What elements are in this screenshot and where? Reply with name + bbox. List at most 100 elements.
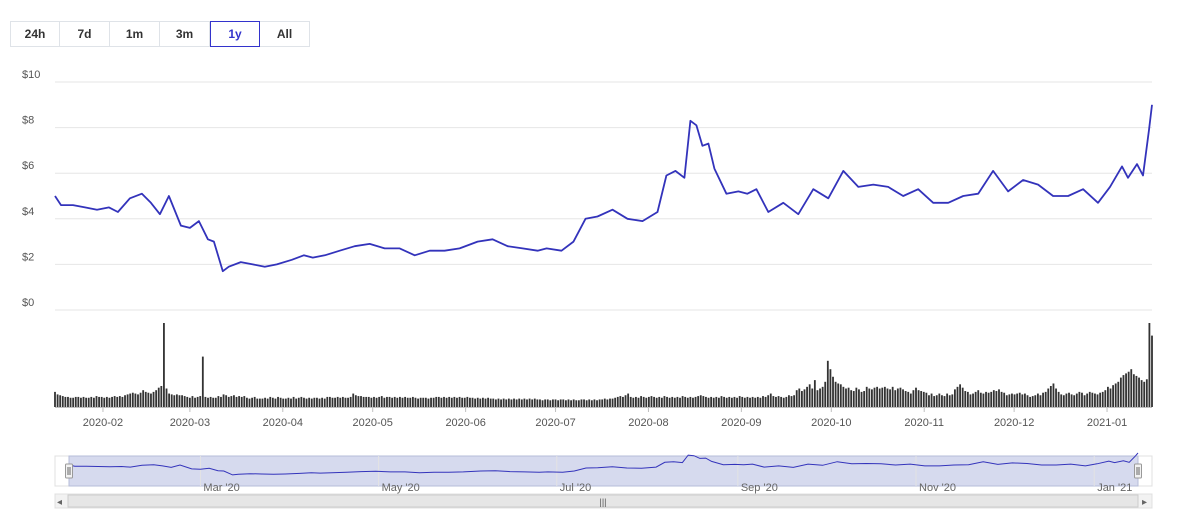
volume-bar xyxy=(64,396,67,407)
volume-bar xyxy=(435,396,438,407)
y-tick-label: $6 xyxy=(22,160,34,172)
volume-bar xyxy=(427,398,430,407)
volume-bar xyxy=(1049,386,1052,407)
volume-bar xyxy=(679,397,681,407)
volume-bar xyxy=(386,396,388,407)
volume-bar xyxy=(692,397,694,407)
volume-bar xyxy=(775,396,777,407)
volume-bar xyxy=(718,397,720,407)
volume-bar xyxy=(946,393,949,407)
volume-bar xyxy=(868,388,871,407)
volume-bar xyxy=(1000,391,1003,407)
volume-bar xyxy=(1094,393,1096,407)
scroll-right-arrow-icon[interactable]: ▸ xyxy=(1142,497,1147,508)
volume-bar xyxy=(1117,381,1120,407)
volume-bar xyxy=(388,396,391,407)
volume-bar xyxy=(598,399,601,407)
volume-bar xyxy=(834,381,837,407)
volume-bar xyxy=(743,397,746,407)
volume-bar xyxy=(1070,394,1073,407)
volume-bar xyxy=(500,399,502,407)
scrollbar-grip-icon[interactable]: ||| xyxy=(599,497,606,507)
navigator-selection[interactable] xyxy=(68,455,1139,487)
x-tick-label: 2020-12 xyxy=(994,417,1034,429)
volume-bar xyxy=(391,397,394,407)
range-button-1m[interactable]: 1m xyxy=(110,21,160,47)
volume-bar xyxy=(222,394,225,407)
range-button-3m[interactable]: 3m xyxy=(160,21,210,47)
range-button-all[interactable]: All xyxy=(260,21,310,47)
volume-bar xyxy=(1127,371,1130,407)
volume-bar xyxy=(271,397,274,407)
range-button-24h[interactable]: 24h xyxy=(10,21,60,47)
volume-bar xyxy=(1107,386,1109,407)
volume-bar xyxy=(865,386,868,407)
volume-bar xyxy=(1088,391,1091,407)
volume-bar xyxy=(142,390,145,407)
volume-bar xyxy=(87,397,90,407)
volume-bar xyxy=(842,386,845,407)
volume-bar xyxy=(694,396,697,407)
volume-bar xyxy=(175,394,178,407)
volume-bar xyxy=(445,397,448,407)
volume-bar xyxy=(183,396,186,407)
volume-bar xyxy=(943,396,946,407)
volume-bar xyxy=(163,323,165,407)
volume-bar xyxy=(178,395,181,407)
volume-bar xyxy=(492,398,495,407)
volume-bar xyxy=(832,376,834,407)
navigator-handle-left[interactable] xyxy=(65,463,73,479)
volume-bar xyxy=(269,396,272,407)
volume-bar xyxy=(1008,394,1011,407)
scrollbar-thumb[interactable] xyxy=(67,494,1139,508)
volume-bar xyxy=(650,396,653,407)
volume-bar xyxy=(266,398,269,407)
volume-bar xyxy=(575,400,578,407)
volume-bar xyxy=(56,394,59,407)
volume-bar xyxy=(878,388,881,407)
volume-bar xyxy=(767,395,770,407)
volume-bar xyxy=(803,389,806,407)
scroll-left-arrow-icon[interactable]: ◂ xyxy=(57,497,62,508)
volume-bar xyxy=(985,391,987,407)
volume-bar xyxy=(777,396,780,407)
volume-bar xyxy=(891,386,894,407)
volume-bar xyxy=(886,388,889,407)
volume-bar xyxy=(152,391,155,407)
volume-bar xyxy=(168,393,171,407)
range-button-1y[interactable]: 1y xyxy=(210,21,260,47)
x-tick-label: 2020-05 xyxy=(353,417,393,429)
volume-bar xyxy=(795,390,798,407)
volume-bar xyxy=(756,396,759,407)
volume-bar xyxy=(362,396,365,407)
volume-bar xyxy=(871,389,873,407)
volume-bar xyxy=(894,390,897,407)
range-button-7d[interactable]: 7d xyxy=(60,21,110,47)
volume-bar xyxy=(990,391,993,407)
volume-bar xyxy=(1003,392,1006,407)
volume-bar xyxy=(1151,335,1153,407)
volume-bar xyxy=(533,398,536,407)
volume-bar xyxy=(287,397,290,407)
volume-bar xyxy=(720,396,723,407)
volume-bar xyxy=(1021,394,1024,407)
volume-bar xyxy=(899,387,902,407)
volume-bar xyxy=(443,396,445,407)
volume-bar xyxy=(725,397,728,407)
volume-bar xyxy=(1039,395,1042,407)
volume-bar xyxy=(596,400,598,407)
volume-bar xyxy=(354,395,357,407)
volume-bar xyxy=(258,398,261,407)
volume-bar xyxy=(567,399,570,407)
navigator-handle-right[interactable] xyxy=(1134,463,1142,479)
volume-bar xyxy=(808,384,811,407)
volume-bar xyxy=(1099,392,1102,407)
volume-bar xyxy=(647,396,650,407)
volume-bar xyxy=(186,396,189,407)
volume-bar xyxy=(290,398,292,407)
volume-bar xyxy=(1138,377,1140,407)
volume-bar xyxy=(788,395,790,407)
volume-bar xyxy=(157,387,160,407)
volume-bar xyxy=(93,397,95,407)
volume-bar xyxy=(964,391,967,407)
